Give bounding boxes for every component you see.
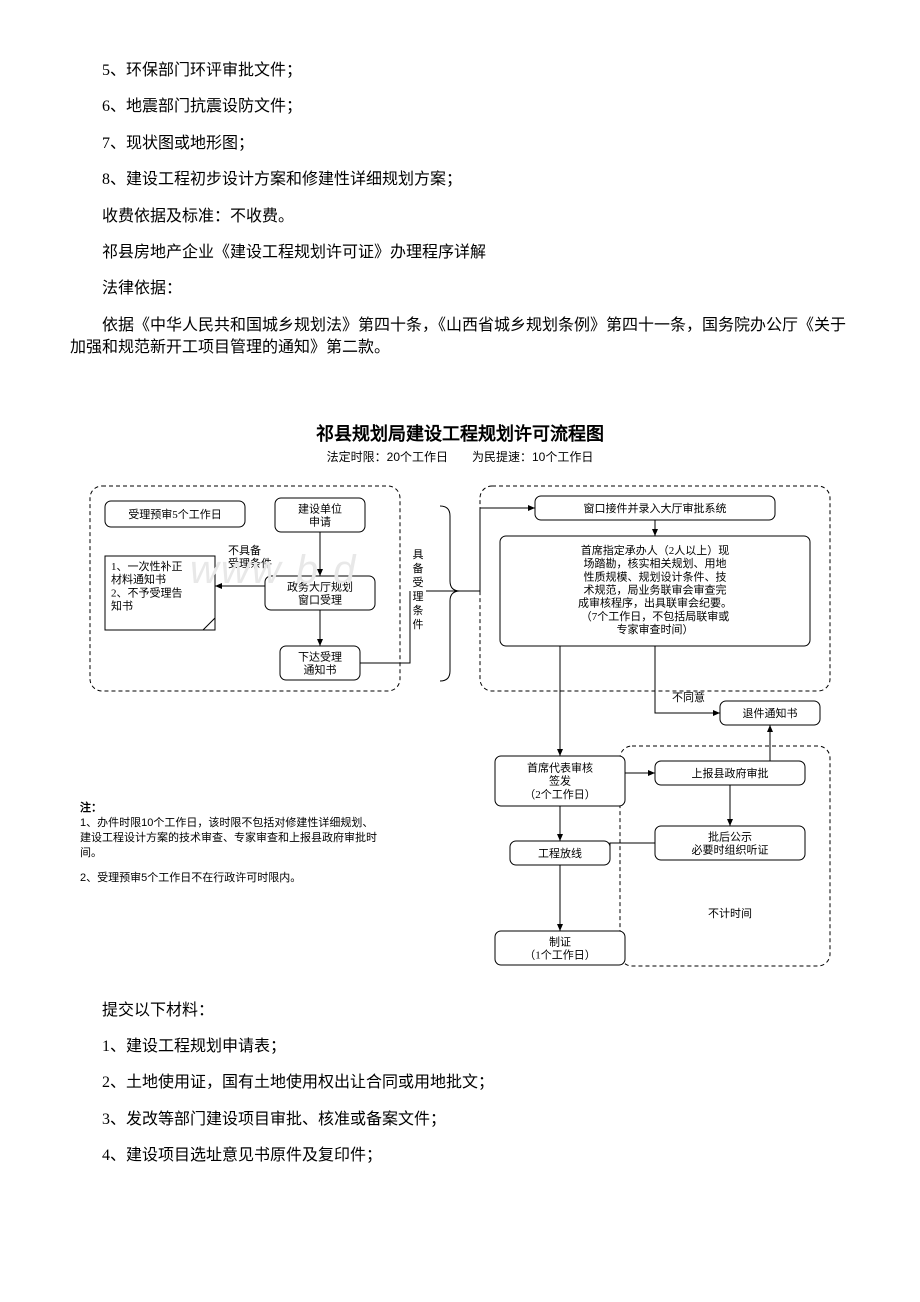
law-body: 依据《中华人民共和国城乡规划法》第四十条，《山西省城乡规划条例》第四十一条，国务… — [70, 315, 850, 360]
law-header: 法律依据： — [70, 278, 850, 300]
list-item: 6、地震部门抗震设防文件； — [70, 96, 850, 118]
svg-text:首席指定承办人（2人以上）现场踏勘，核实相关规划、用地性质规: 首席指定承办人（2人以上）现场踏勘，核实相关规划、用地性质规模、规划设计条件、技… — [578, 542, 732, 635]
n-sys: 窗口接件并录入大厅审批系统 — [535, 496, 775, 520]
svg-text:工程放线: 工程放线 — [538, 846, 582, 860]
list-item: 4、建设项目选址意见书原件及复印件； — [70, 1145, 850, 1167]
n-line: 工程放线 — [510, 841, 610, 865]
list-item: 3、发改等部门建设项目审批、核准或备案文件； — [70, 1109, 850, 1131]
svg-text:上报县政府审批: 上报县政府审批 — [692, 766, 769, 780]
footnote-item: 1、办件时限10个工作日，该时限不包括对修建性详细规划、建设工程设计方案的技术审… — [80, 816, 380, 861]
n-issue: 下达受理通知书 — [280, 646, 360, 680]
n-note1: 1、一次性补正材料通知书2、不予受理告知书 — [105, 556, 215, 630]
n-apply: 建设单位申请 — [275, 498, 365, 532]
footnote-header: 注： — [80, 801, 380, 816]
flowchart-subtitle: 法定时限：20个工作日 为民提速：10个工作日 — [70, 449, 850, 466]
svg-text:不计时间: 不计时间 — [708, 907, 752, 920]
svg-text:受: 受 — [413, 576, 424, 589]
footnote-item: 2、受理预审5个工作日不在行政许可时限内。 — [80, 871, 380, 886]
list-item: 5、环保部门环评审批文件； — [70, 60, 850, 82]
svg-text:条: 条 — [413, 603, 424, 617]
fee-line: 收费依据及标准：不收费。 — [70, 206, 850, 228]
l-disagree: 不同意 — [672, 690, 705, 704]
n-preaudit: 受理预审5个工作日 — [105, 501, 245, 527]
n-chief: 首席代表审核签发（2个工作日） — [495, 756, 625, 806]
list-item: 8、建设工程初步设计方案和修建性详细规划方案； — [70, 169, 850, 191]
list-item: 2、土地使用证，国有土地使用权出让合同或用地批文； — [70, 1072, 850, 1094]
n-review: 首席指定承办人（2人以上）现场踏勘，核实相关规划、用地性质规模、规划设计条件、技… — [500, 536, 810, 646]
list-item: 1、建设工程规划申请表； — [70, 1036, 850, 1058]
l-notok: 不具备受理条件 — [228, 543, 272, 570]
n-window: 政务大厅规划窗口受理 — [265, 576, 375, 610]
flowchart-title: 祁县规划局建设工程规划许可流程图 — [70, 422, 850, 447]
n-notime: 不计时间 — [708, 907, 752, 920]
svg-text:备: 备 — [413, 561, 424, 575]
n-cert: 制证（1个工作日） — [495, 931, 625, 965]
flowchart-container: 祁县规划局建设工程规划许可流程图 法定时限：20个工作日 为民提速：10个工作日… — [70, 422, 850, 976]
n-reject: 退件通知书 — [720, 701, 820, 725]
n-publish: 批后公示必要时组织听证 — [655, 826, 805, 860]
top-list: 5、环保部门环评审批文件； 6、地震部门抗震设防文件； 7、现状图或地形图； 8… — [70, 60, 850, 192]
svg-text:具: 具 — [413, 548, 424, 561]
n-cond: 具备受理条件 — [413, 548, 424, 631]
svg-text:理: 理 — [413, 590, 424, 603]
edge-n-publish-n-line — [610, 843, 655, 853]
svg-text:窗口接件并录入大厅审批系统: 窗口接件并录入大厅审批系统 — [584, 501, 727, 515]
list-item: 7、现状图或地形图； — [70, 133, 850, 155]
materials-header: 提交以下材料： — [70, 1000, 850, 1022]
flowchart-footnotes: 注： 1、办件时限10个工作日，该时限不包括对修建性详细规划、建设工程设计方案的… — [80, 801, 380, 885]
svg-text:受理预审5个工作日: 受理预审5个工作日 — [128, 507, 222, 521]
flowchart-svg: 受理预审5个工作日 建设单位申请 1、一次性补正材料通知书2、不予受理告知书 政务大厅… — [80, 476, 840, 976]
svg-text:退件通知书: 退件通知书 — [743, 706, 798, 720]
procedure-subtitle: 祁县房地产企业《建设工程规划许可证》办理程序详解 — [70, 242, 850, 264]
svg-text:件: 件 — [413, 618, 424, 631]
n-report: 上报县政府审批 — [655, 761, 805, 785]
